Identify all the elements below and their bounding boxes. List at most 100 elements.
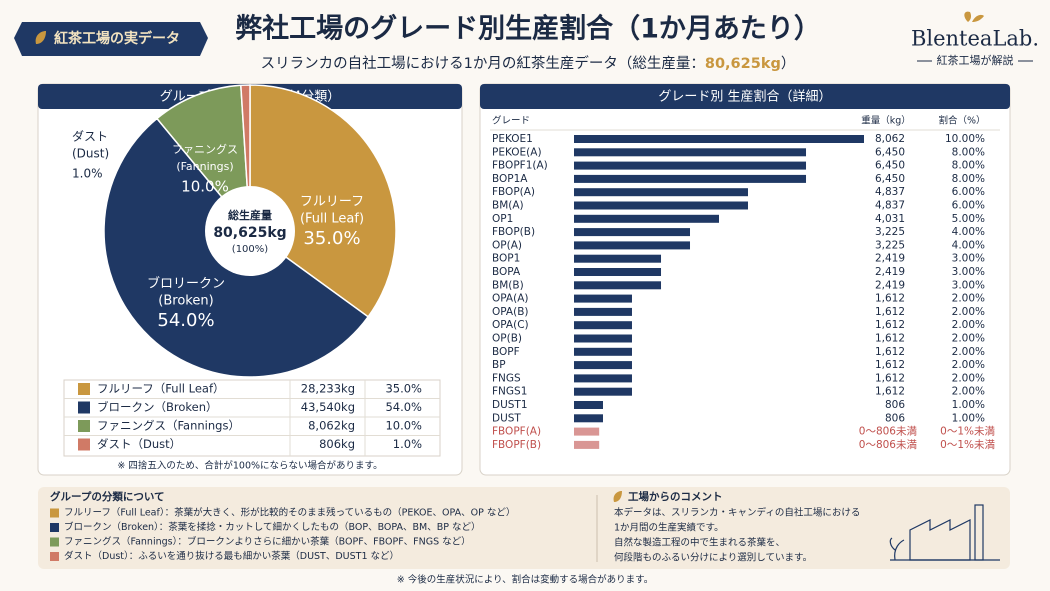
table-name: フルリーフ（Full Leaf） — [97, 382, 225, 396]
share-label: 2.00% — [952, 306, 985, 318]
share-label: 2.00% — [952, 293, 985, 305]
table-swatch — [78, 383, 90, 395]
groups-title: グループの分類について — [50, 490, 165, 503]
weight-label: 1,612 — [875, 306, 905, 318]
badge — [14, 22, 208, 56]
bar — [574, 214, 719, 223]
share-label: 8.00% — [952, 173, 985, 185]
weight-label: 2,419 — [875, 253, 905, 265]
grade-label: BOPF — [492, 346, 520, 358]
bar-title: グレード別 生産割合（詳細） — [658, 89, 831, 105]
weight-label: 1,612 — [875, 319, 905, 331]
weight-label: 3,225 — [875, 239, 905, 251]
comment-line: 自然な製造工程の中で生まれる茶葉を、 — [614, 537, 785, 549]
bar — [574, 174, 807, 183]
comment-title: 工場からのコメント — [628, 490, 723, 503]
bottom-box — [38, 487, 1010, 569]
slice-label-en: (Fannings) — [176, 160, 233, 173]
group-swatch — [50, 552, 59, 561]
share-label: 2.00% — [952, 346, 985, 358]
table-swatch — [78, 401, 90, 414]
weight-label: 4,837 — [875, 200, 905, 212]
bar — [574, 414, 603, 423]
weight-label: 1,612 — [875, 359, 905, 371]
weight-label: 0〜806未満 — [859, 439, 918, 451]
share-label: 1.00% — [952, 399, 985, 411]
subtitle-end: ） — [781, 55, 796, 72]
weight-label: 6,450 — [875, 173, 905, 185]
group-item: フルリーフ（Full Leaf）：茶葉が大きく、形が比較的そのまま残っているもの… — [64, 507, 515, 519]
table-weight: 28,233kg — [301, 382, 355, 396]
bar — [574, 361, 632, 370]
table-weight: 43,540kg — [301, 400, 355, 414]
slice-label: フルリーフ — [300, 195, 364, 210]
share-label: 8.00% — [952, 146, 985, 158]
slice-label-en: (Broken) — [158, 294, 213, 309]
bar — [574, 201, 748, 210]
share-label: 8.00% — [952, 160, 985, 172]
bar — [574, 228, 691, 237]
share-label: 0〜1%未満 — [940, 439, 995, 451]
center-value: 80,625kg — [213, 225, 286, 241]
weight-label: 1,612 — [875, 346, 905, 358]
grade-label: OP(A) — [492, 239, 522, 251]
logo-icon — [964, 11, 984, 22]
share-label: 4.00% — [952, 226, 985, 238]
share-label: 6.00% — [952, 186, 985, 198]
comment-line: 何段階ものふるい分けにより選別しています。 — [614, 552, 812, 564]
share-label: 4.00% — [952, 239, 985, 251]
share-label: 5.00% — [952, 213, 985, 225]
grade-label: BM(B) — [492, 279, 524, 291]
bar — [574, 440, 600, 449]
grade-label: FBOPF(B) — [492, 439, 541, 451]
bar — [574, 135, 864, 143]
grade-label: OPA(B) — [492, 306, 529, 318]
slice-value-label: 54.0% — [157, 310, 214, 331]
table-swatch — [78, 420, 90, 432]
share-label: 3.00% — [952, 279, 985, 291]
bar — [574, 387, 632, 396]
table-name: ファニングス（Fannings） — [97, 419, 240, 433]
center-sub: (100%) — [232, 244, 268, 255]
weight-label: 6,450 — [875, 146, 905, 158]
slice-label: ダスト — [72, 129, 108, 144]
grade-label: FBOP(B) — [492, 226, 535, 238]
grade-label: BP — [492, 359, 506, 371]
column-header: 割合（%） — [938, 115, 985, 127]
bar — [574, 268, 662, 276]
grade-label: BM(A) — [492, 200, 524, 212]
bar — [574, 281, 662, 290]
table-frame — [63, 379, 441, 457]
table-share: 1.0% — [393, 437, 422, 451]
grade-label: BOPA — [492, 266, 521, 278]
slice-label-en: (Dust) — [72, 147, 109, 161]
grade-label: FNGS — [492, 372, 521, 384]
bar — [574, 254, 662, 263]
bar — [574, 161, 807, 170]
share-label: 1.00% — [952, 412, 985, 424]
table-swatch — [78, 438, 90, 451]
pie-center — [205, 186, 295, 276]
grade-label: PEKOE1 — [492, 133, 533, 145]
slice-label: ブロリークン — [147, 276, 225, 292]
grade-label: OP(B) — [492, 333, 522, 345]
grade-label: DUST1 — [492, 399, 528, 411]
slice-value-label: 10.0% — [181, 178, 229, 196]
bar — [574, 241, 691, 250]
share-label: 10.00% — [945, 133, 985, 145]
share-label: 2.00% — [952, 319, 985, 331]
comment-line: 本データは、スリランカ・キャンディの自社工場における — [614, 507, 860, 519]
group-item: ブロークン（Broken）：茶葉を揉捻・カットして細かくしたもの（BOP、BOP… — [64, 521, 481, 533]
weight-label: 3,225 — [875, 226, 905, 238]
slice-label: ファニングス — [172, 142, 238, 156]
grade-label: FNGS1 — [492, 386, 527, 398]
group-item: ダスト（Dust）：ふるいを通り抜ける最も細かい茶葉（DUST、DUST1 など… — [64, 550, 399, 562]
grade-label: DUST — [492, 412, 521, 424]
weight-label: 806 — [885, 412, 905, 424]
group-swatch — [50, 508, 59, 518]
weight-label: 8,062 — [875, 133, 905, 145]
group-swatch — [50, 523, 59, 532]
share-label: 2.00% — [952, 386, 985, 398]
bar — [574, 307, 632, 316]
